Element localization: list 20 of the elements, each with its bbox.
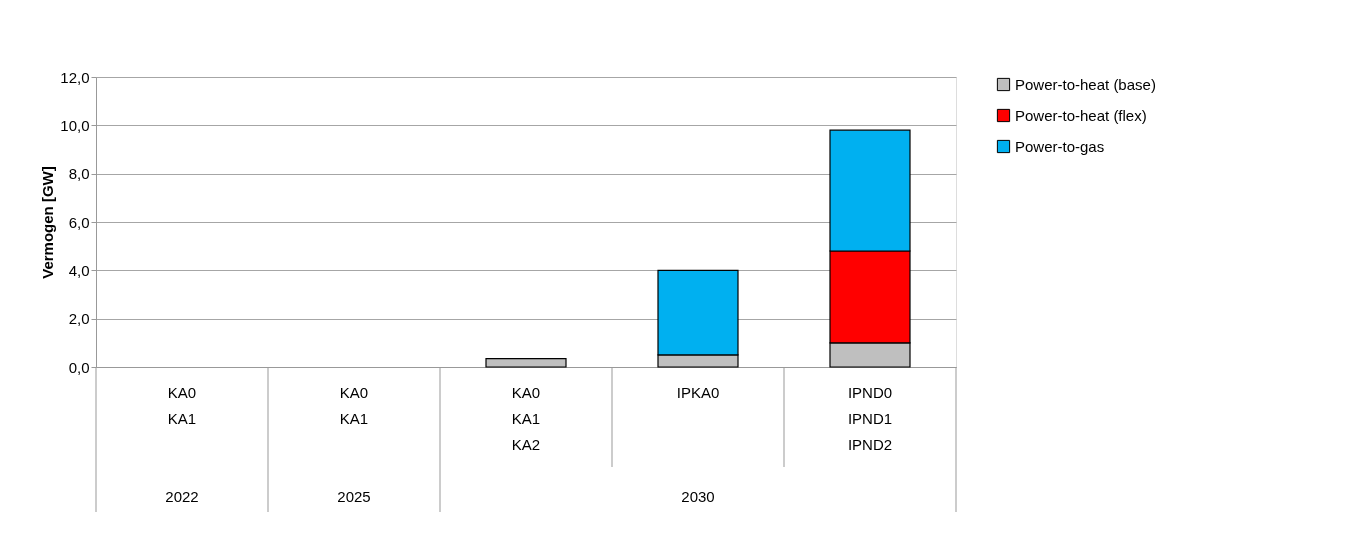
y-tick-label: 6,0 bbox=[68, 213, 90, 231]
text: 2025 bbox=[337, 488, 371, 505]
y-tick-label: 10,0 bbox=[60, 116, 90, 134]
y-tick-label: 0,0 bbox=[68, 358, 90, 376]
y-tick-label: 2,0 bbox=[68, 310, 90, 328]
y-tick-label: 12,0 bbox=[60, 68, 90, 86]
x-tick-label: KA0 KA1 KA2 bbox=[511, 383, 541, 453]
text: 2022 bbox=[165, 488, 199, 505]
legend-label: Power-to-gas bbox=[1015, 137, 1105, 155]
legend-label: Power-to-heat (base) bbox=[1015, 75, 1156, 93]
legend-label: Power-to-heat (flex) bbox=[1015, 106, 1147, 124]
x-tick-label: KA0 KA1 bbox=[167, 383, 197, 427]
y-axis-title: Vermogen [GW] bbox=[39, 166, 57, 279]
y-tick-label: 4,0 bbox=[68, 261, 90, 279]
x-tick-label: KA0 KA1 bbox=[339, 383, 369, 427]
y-tick-label: 8,0 bbox=[68, 165, 90, 183]
text: 2030 bbox=[681, 488, 715, 505]
bar bbox=[485, 357, 567, 368]
x-tick-label: IPND0 IPND1 IPND2 bbox=[847, 383, 893, 453]
x-tick-label: IPKA0 bbox=[676, 383, 720, 401]
